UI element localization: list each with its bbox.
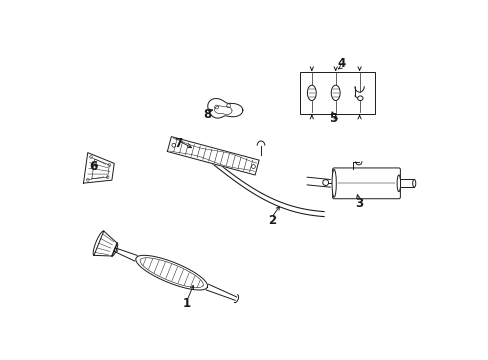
Polygon shape [112,243,117,256]
Polygon shape [136,255,207,290]
Text: 8: 8 [203,108,211,121]
Ellipse shape [331,170,336,197]
FancyBboxPatch shape [332,168,400,199]
Ellipse shape [357,96,362,100]
Text: 1: 1 [183,297,191,310]
Polygon shape [207,99,243,118]
Text: 7: 7 [173,137,182,150]
Polygon shape [83,153,114,183]
Text: 4: 4 [336,58,345,71]
Polygon shape [167,137,259,175]
Ellipse shape [396,175,400,192]
Text: 6: 6 [89,160,97,173]
Text: 2: 2 [267,214,275,227]
Ellipse shape [307,85,316,100]
Text: 5: 5 [328,112,337,125]
Ellipse shape [330,85,340,100]
Text: 3: 3 [354,197,362,210]
Ellipse shape [412,180,415,187]
